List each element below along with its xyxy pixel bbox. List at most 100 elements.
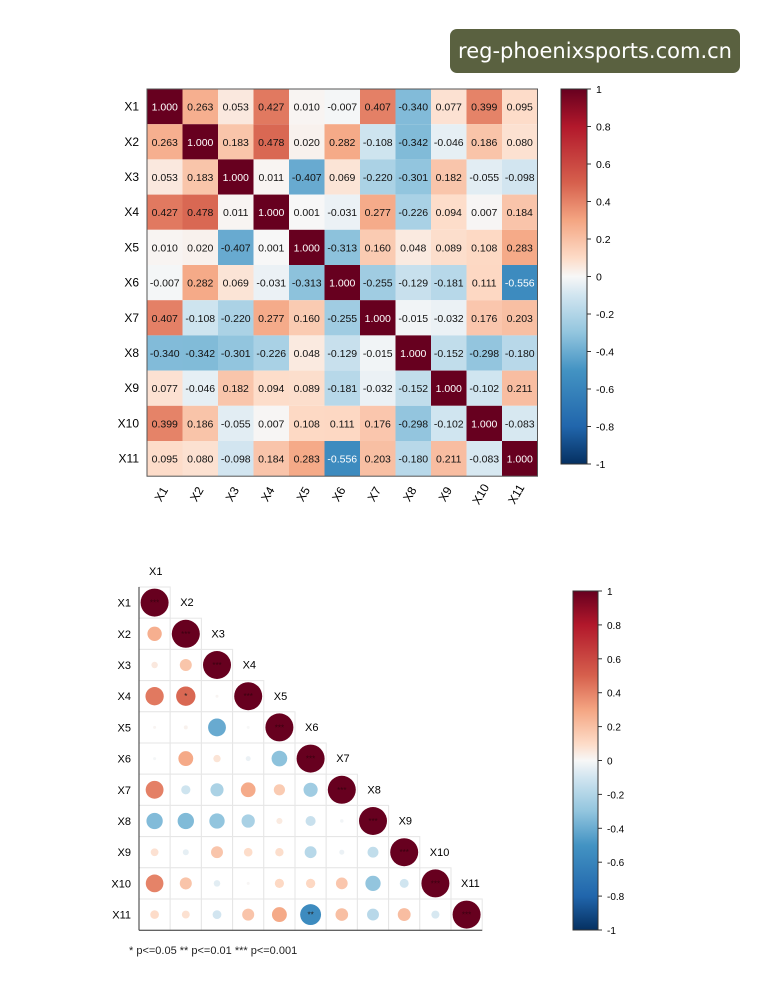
heatmap-cell-value: -0.301 [221, 348, 251, 360]
heatmap-cell [502, 300, 538, 336]
heatmap-row-label: X8 [124, 346, 139, 360]
heatmap-cell [466, 370, 502, 406]
correlation-circle [146, 812, 163, 830]
correlation-circle [335, 877, 348, 890]
heatmap-cell [395, 124, 431, 160]
heatmap-cell-value: -0.407 [221, 242, 251, 254]
heatmap-cell-value: 0.176 [365, 418, 391, 430]
correlation-circle [397, 908, 411, 922]
heatmap-cell-value: 0.407 [152, 313, 178, 325]
heatmap-cell-value: -0.313 [327, 242, 357, 254]
significance-stars: *** [275, 723, 284, 732]
heatmap-cell-value: 0.108 [471, 242, 497, 254]
circle-plot-diag-label: X4 [243, 660, 256, 672]
heatmap-cell-value: 0.183 [223, 137, 249, 149]
colorbar-tick-label: -0.2 [596, 309, 614, 321]
correlation-circle [208, 718, 226, 737]
heatmap-cell [431, 124, 467, 160]
heatmap-col-label: X5 [294, 484, 314, 504]
heatmap-cell [502, 405, 538, 441]
correlation-circle [274, 878, 285, 889]
correlation-circle [234, 682, 263, 711]
heatmap-cell [502, 370, 538, 406]
heatmap-cell-value: -0.031 [256, 278, 286, 290]
heatmap-cell [360, 300, 396, 336]
heatmap-cell [502, 335, 538, 371]
heatmap-cell-value: -0.342 [398, 137, 428, 149]
correlation-circle-plot: ********** *********************** ***X1X1… [111, 566, 483, 931]
heatmap-cell [218, 159, 254, 195]
heatmap-cell [218, 405, 254, 441]
heatmap-cell [360, 405, 396, 441]
heatmap-cell [466, 300, 502, 336]
circle-plot-row-label: X11 [112, 910, 131, 922]
heatmap-cell [289, 370, 325, 406]
heatmap-cell [431, 89, 467, 125]
colorbar-tick-label: -1 [596, 459, 605, 471]
heatmap-cell [360, 194, 396, 230]
heatmap-cell-value: 1.000 [400, 348, 426, 360]
heatmap-cell-value: 0.203 [365, 454, 391, 466]
heatmap-cell-value: -0.015 [363, 348, 393, 360]
heatmap-row-label: X3 [124, 170, 139, 184]
correlation-circle [296, 744, 325, 773]
heatmap-cell [253, 405, 289, 441]
heatmap-cell [324, 229, 360, 265]
heatmap-cell [147, 159, 183, 195]
heatmap-cell [289, 124, 325, 160]
heatmap-cell-value: 1.000 [365, 313, 391, 325]
correlation-circle [246, 725, 250, 729]
heatmap-cell-value: 1.000 [187, 137, 213, 149]
circle-plot-diag-label: X10 [430, 847, 450, 859]
heatmap-cell [395, 194, 431, 230]
heatmap-cell [431, 441, 467, 477]
heatmap-cell [182, 335, 218, 371]
significance-stars: *** [337, 786, 346, 795]
heatmap-cell-value: 0.111 [472, 278, 497, 290]
correlation-circle [211, 846, 223, 859]
heatmap-cell [253, 335, 289, 371]
heatmap-cell [218, 300, 254, 336]
heatmap-cell-value: -0.032 [434, 313, 464, 325]
heatmap-cell-value: -0.226 [256, 348, 286, 360]
heatmap-cell-value: 0.277 [365, 207, 391, 219]
heatmap-cell-value: -0.313 [292, 278, 322, 290]
heatmap-cell [360, 441, 396, 477]
heatmap-cell-value: -0.298 [398, 418, 428, 430]
heatmap-cell-value: 0.108 [294, 418, 320, 430]
heatmap-cell-value: -0.556 [327, 454, 357, 466]
heatmap-cell [324, 194, 360, 230]
heatmap-cell-value: 0.283 [294, 454, 320, 466]
heatmap-cell [395, 265, 431, 301]
heatmap-cell-value: 0.283 [507, 242, 533, 254]
colorbar-tick-label: 0.6 [607, 655, 621, 666]
heatmap-cell [253, 370, 289, 406]
heatmap-cell-value: -0.055 [469, 172, 499, 184]
correlation-circle [210, 783, 224, 797]
heatmap-col-label: X9 [436, 484, 456, 504]
heatmap-cell-value: 0.080 [507, 137, 533, 149]
heatmap-cell [502, 124, 538, 160]
heatmap-cell [502, 441, 538, 477]
heatmap-cell [360, 370, 396, 406]
heatmap-cell-value: 0.211 [436, 454, 462, 466]
colorbar-tick-label: 0.8 [596, 122, 611, 134]
heatmap-cell-value: -0.255 [327, 313, 357, 325]
heatmap-cell-value: -0.181 [434, 278, 464, 290]
heatmap-cell [253, 229, 289, 265]
correlation-circle [176, 686, 196, 706]
colorbar-tick-label: -0.6 [596, 384, 614, 396]
heatmap-col-label: X2 [187, 484, 207, 504]
correlation-circle [421, 869, 450, 898]
heatmap-cell-value: -0.556 [505, 278, 535, 290]
correlation-circle [241, 814, 255, 828]
heatmap-row-label: X9 [124, 381, 139, 395]
heatmap-cell-value: -0.007 [150, 278, 180, 290]
heatmap-cell-value: 0.077 [152, 383, 178, 395]
heatmap-cell [289, 159, 325, 195]
heatmap-cell [466, 405, 502, 441]
correlation-circle [213, 754, 221, 763]
correlation-circle [215, 694, 219, 698]
heatmap-cell [360, 265, 396, 301]
colorbar-gradient [572, 590, 599, 931]
